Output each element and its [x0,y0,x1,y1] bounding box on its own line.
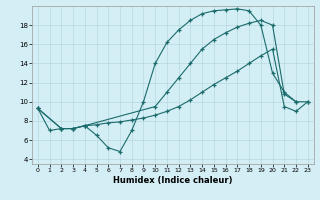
X-axis label: Humidex (Indice chaleur): Humidex (Indice chaleur) [113,176,233,185]
